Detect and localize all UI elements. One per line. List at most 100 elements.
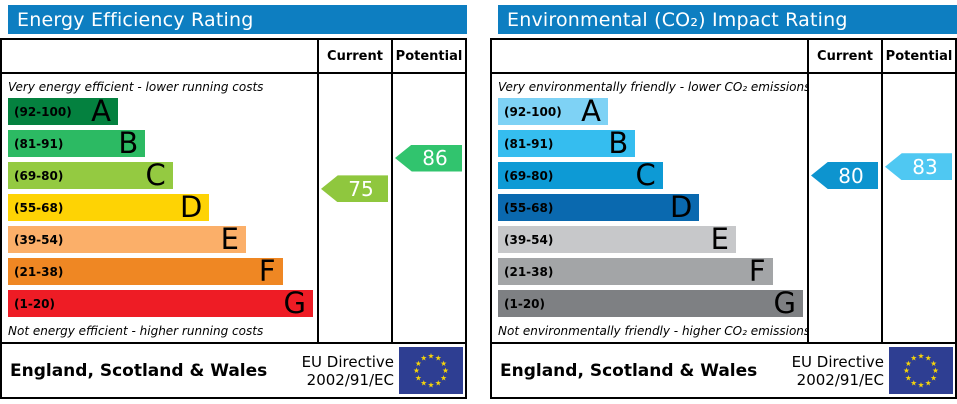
eu-directive-label: EU Directive 2002/91/EC: [792, 353, 884, 389]
eu-flag-star: ★: [918, 352, 925, 361]
region-label: England, Scotland & Wales: [500, 360, 758, 381]
band-list: (92-100) A (81-91) B (69-80) C (55-68) D (39…: [8, 94, 313, 322]
eu-directive-label: EU Directive 2002/91/EC: [302, 353, 394, 389]
eu-flag-star: ★: [905, 359, 912, 368]
band-row-f: (21-38) F: [8, 254, 313, 290]
bands-column: Very energy efficient - lower running co…: [2, 74, 317, 342]
table-corner-cell: [2, 40, 317, 72]
band-letter: D: [669, 190, 693, 224]
eu-flag-star: ★: [925, 354, 932, 363]
band-bar: (81-91) B: [498, 126, 636, 160]
band-letter: A: [581, 94, 601, 128]
eu-flag-star: ★: [910, 379, 917, 388]
eu-flag-star: ★: [930, 359, 937, 368]
energy-panel-title: Energy Efficiency Rating: [8, 5, 467, 34]
eu-flag-star: ★: [428, 352, 435, 361]
band-bar: (21-38) F: [8, 254, 283, 288]
eu-flag-star: ★: [435, 354, 442, 363]
band-row-d: (55-68) D: [498, 190, 803, 226]
band-range-label: (69-80): [14, 168, 64, 183]
band-row-c: (69-80) C: [8, 161, 313, 194]
band-list: (92-100) A (81-91) B (69-80) C (55-68) D (39…: [498, 94, 803, 322]
band-bar: (69-80) C: [498, 158, 663, 192]
band-letter: E: [710, 222, 729, 256]
eu-directive-line2: 2002/91/EC: [796, 370, 884, 389]
table-header-row: Current Potential: [492, 40, 955, 74]
table-header-row: Current Potential: [2, 40, 465, 74]
current-column-header: Current: [807, 40, 881, 72]
band-bar: (39-54) E: [498, 222, 736, 256]
potential-column: 83: [881, 74, 955, 342]
band-range-label: (21-38): [504, 264, 554, 279]
potential-rating-arrow: 83: [885, 153, 952, 181]
band-row-e: (39-54) E: [498, 222, 803, 258]
eu-flag-star: ★: [910, 354, 917, 363]
band-range-label: (39-54): [14, 232, 64, 247]
band-letter: G: [283, 286, 306, 320]
eu-flag-star: ★: [413, 366, 420, 375]
band-row-f: (21-38) F: [498, 254, 803, 290]
top-note: Very environmentally friendly - lower CO…: [498, 80, 807, 94]
band-letter: F: [258, 254, 276, 288]
environmental-panel-title: Environmental (CO₂) Impact Rating: [498, 5, 957, 34]
eu-flag-icon: ★ ★★★★★★★★★★★: [399, 347, 463, 394]
band-range-label: (81-91): [504, 136, 554, 151]
rating-scale-area: Very energy efficient - lower running co…: [2, 74, 465, 342]
band-range-label: (39-54): [504, 232, 554, 247]
band-letter: B: [118, 126, 139, 160]
band-range-label: (69-80): [504, 168, 554, 183]
band-letter: F: [748, 254, 766, 288]
bottom-note: Not environmentally friendly - higher CO…: [498, 324, 807, 338]
potential-column-header: Potential: [881, 40, 955, 72]
eu-flag-star: ★: [442, 366, 449, 375]
rating-scale-area: Very environmentally friendly - lower CO…: [492, 74, 955, 342]
energy-efficiency-panel: Energy Efficiency Rating Current Potenti…: [0, 0, 467, 399]
band-bar: (1-20) G: [498, 289, 803, 318]
band-row-b: (81-91) B: [498, 126, 803, 162]
table-footer: England, Scotland & Wales EU Directive 2…: [492, 342, 955, 397]
eu-flag-star: ★: [415, 359, 422, 368]
current-column: 80: [807, 74, 881, 342]
energy-rating-table: Current Potential Very energy efficient …: [0, 38, 467, 399]
band-bar: (92-100) A: [498, 94, 608, 128]
band-row-c: (69-80) C: [498, 158, 803, 194]
band-bar: (69-80) C: [8, 161, 173, 190]
current-rating-arrow: 80: [811, 162, 878, 189]
eu-flag-star: ★: [440, 373, 447, 382]
eu-flag-star: ★: [415, 373, 422, 382]
current-rating-arrow: 75: [321, 175, 388, 203]
eu-flag-star: ★: [420, 354, 427, 363]
band-range-label: (1-20): [14, 296, 55, 311]
eu-flag-star: ★: [420, 379, 427, 388]
band-range-label: (92-100): [504, 104, 562, 119]
band-bar: (81-91) B: [8, 126, 146, 160]
band-bar: (39-54) E: [8, 222, 246, 256]
eu-flag-star: ★: [903, 366, 910, 375]
eu-flag-star: ★: [428, 381, 435, 390]
band-letter: D: [179, 190, 203, 224]
table-corner-cell: [492, 40, 807, 72]
band-row-a: (92-100) A: [498, 94, 803, 130]
band-letter: B: [608, 126, 629, 160]
top-note: Very energy efficient - lower running co…: [8, 80, 264, 94]
band-row-b: (81-91) B: [8, 126, 313, 162]
band-letter: A: [91, 94, 111, 128]
band-bar: (55-68) D: [8, 190, 210, 224]
band-range-label: (55-68): [14, 200, 64, 215]
current-column-header: Current: [317, 40, 391, 72]
band-range-label: (81-91): [14, 136, 64, 151]
band-range-label: (55-68): [504, 200, 554, 215]
band-row-g: (1-20) G: [8, 286, 313, 322]
band-letter: E: [220, 222, 239, 256]
bands-column: Very environmentally friendly - lower CO…: [492, 74, 807, 342]
potential-column: 86: [391, 74, 465, 342]
band-range-label: (92-100): [14, 104, 72, 119]
table-footer: England, Scotland & Wales EU Directive 2…: [2, 342, 465, 397]
band-range-label: (21-38): [14, 264, 64, 279]
band-letter: C: [635, 158, 656, 192]
band-row-d: (55-68) D: [8, 190, 313, 226]
eu-flag-star: ★: [932, 366, 939, 375]
band-bar: (21-38) F: [498, 254, 773, 288]
eu-directive-line2: 2002/91/EC: [306, 370, 394, 389]
